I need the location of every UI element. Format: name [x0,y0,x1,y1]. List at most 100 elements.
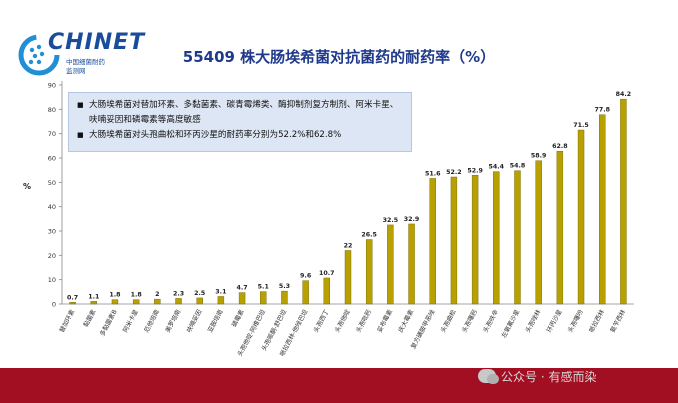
x-tick-label: 氨苄西林 [608,308,627,334]
x-tick-label: 左氧氟沙星 [500,308,522,339]
bar [260,291,267,305]
note-text: 大肠埃希菌对头孢曲松和环丙沙星的耐药率分别为52.2%和62.8% [89,130,342,140]
y-tick-label: 20 [48,252,56,260]
bar [365,239,373,305]
x-tick-label: 头孢噻吩 [566,308,585,334]
bar [196,297,203,305]
x-tick-label: 头孢西丁 [312,308,331,334]
wechat-icon [478,369,499,384]
data-label: 26.5 [361,232,377,239]
chinet-logo: CHINET 中国细菌耐药 监测网 [18,30,144,80]
data-label: 84.2 [616,91,632,98]
data-label: 3.1 [215,288,226,295]
data-label: 32.5 [383,217,399,224]
logo-subtitle-1: 中国细菌耐药 [66,58,105,66]
bar [493,171,500,305]
x-tick-label: 头孢噻肟 [460,308,479,334]
data-label: 1.8 [131,292,142,299]
bullet-square-icon: ■ [77,131,84,139]
x-tick-label: 黏菌素 [82,308,98,328]
notes-box: ■ 大肠埃希菌对替加环素、多黏菌素、碳青霉烯类、酶抑制剂复方制剂、阿米卡星、呋喃… [68,92,412,152]
watermark-text: 公众号 · 有感而染 [501,369,597,384]
data-label: 2.3 [173,290,184,297]
x-tick-label: 亚胺培南 [206,308,225,334]
globe-icon [18,34,60,76]
bar [620,98,627,305]
x-tick-label: 头孢他啶 [333,308,352,334]
bar [238,292,246,305]
y-tick-label: 90 [48,82,56,90]
x-tick-label: 头孢呋辛 [481,308,500,334]
x-tick-label: 磷霉素 [230,308,246,328]
x-tick-label: 哌拉西林 [587,308,606,334]
bar [408,223,415,305]
bar [69,302,76,305]
bar [599,114,606,305]
bar [471,175,479,305]
x-tick-label: 庆大霉素 [397,308,416,334]
x-tick-label: 头孢唑林 [524,308,543,334]
y-tick-label: 30 [48,228,56,236]
data-label: 1.1 [88,293,99,300]
x-tick-label: 头孢吡肟 [354,308,373,334]
data-label: 2 [155,291,159,298]
data-label: 62.8 [552,143,568,150]
bar [450,176,458,305]
y-tick-label: 80 [48,106,56,114]
data-label: 58.9 [531,153,547,160]
note-item: ■ 大肠埃希菌对头孢曲松和环丙沙星的耐药率分别为52.2%和62.8% [77,128,403,143]
x-tick-label: 头孢曲松 [439,308,458,334]
data-label: 2.5 [194,290,205,297]
bar [154,298,161,305]
y-tick-label: 10 [48,276,56,284]
logo-subtitle-2: 监测网 [66,67,86,75]
data-label: 5.3 [279,283,290,290]
y-axis-label: % [23,182,31,191]
data-label: 5.1 [258,284,269,291]
bar [535,160,542,305]
y-tick-label: 0 [52,301,56,309]
x-tick-label: 美罗培南 [164,308,183,334]
bar [577,129,585,305]
bar [175,298,182,305]
watermark: 公众号 · 有感而染 [478,366,596,386]
logo-name: CHINET [48,30,146,55]
bullet-square-icon: ■ [77,101,84,109]
bar [429,178,436,305]
x-tick-label: 阿米卡星 [121,308,140,334]
data-label: 22 [344,242,353,249]
bar [514,170,521,305]
data-label: 0.7 [67,294,78,301]
x-tick-label: 呋喃妥因 [185,308,204,334]
data-label: 51.6 [425,170,441,177]
x-tick-label: 环丙沙星 [546,309,564,334]
data-label: 9.6 [300,273,312,280]
data-label: 71.5 [573,122,589,129]
y-tick-label: 60 [48,155,56,163]
bar [281,290,288,305]
bar [111,299,119,305]
data-label: 1.8 [109,292,120,299]
x-tick-label: 妥布霉素 [375,308,394,334]
bar [387,224,394,305]
x-tick-label: 替加环素 [58,308,77,334]
bar [323,277,331,305]
data-label: 52.2 [446,169,462,176]
bar [217,296,225,305]
bar [132,299,140,305]
data-label: 10.7 [319,270,335,277]
note-item: ■ 大肠埃希菌对替加环素、多黏菌素、碳青霉烯类、酶抑制剂复方制剂、阿米卡星、呋喃… [77,98,403,128]
bar [344,250,352,305]
y-tick-label: 50 [48,179,56,187]
data-label: 54.8 [510,163,526,170]
data-label: 32.9 [404,216,420,223]
bar [90,301,97,305]
data-label: 52.9 [467,167,483,174]
x-tick-label: 厄他培南 [142,308,161,334]
x-tick-label: 多黏菌素B [98,308,119,337]
chart-title: 55409 株大肠埃希菌对抗菌药的耐药率（%） [182,48,496,66]
bar [556,150,564,305]
y-tick-label: 40 [48,203,56,211]
y-tick-label: 70 [48,130,56,138]
footer-band [0,368,678,403]
